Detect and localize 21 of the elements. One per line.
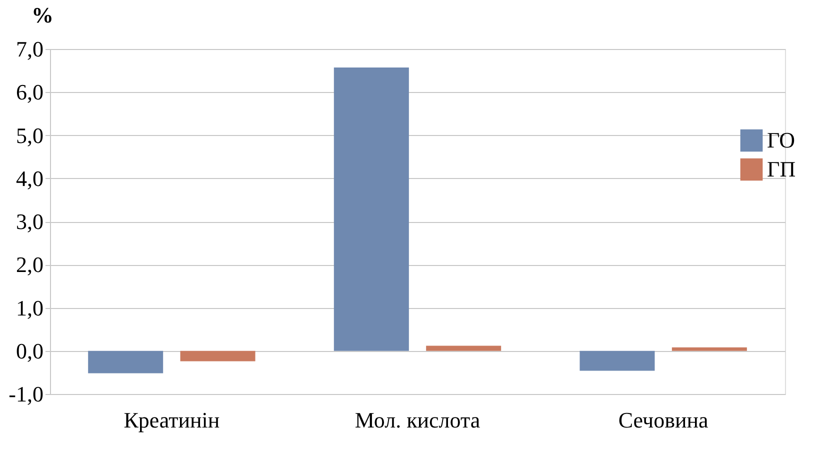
bar <box>580 350 655 371</box>
y-tick-label: 7,0 <box>16 36 44 62</box>
y-tick-label: 5,0 <box>16 122 44 148</box>
bar <box>180 350 256 362</box>
y-tick-label: 4,0 <box>16 166 44 191</box>
bar <box>426 346 502 351</box>
bar <box>334 68 409 351</box>
y-axis-title: % <box>32 2 54 28</box>
y-tick-label: -1,0 <box>8 382 44 406</box>
bar <box>88 350 164 374</box>
y-tick-label: 3,0 <box>16 209 44 234</box>
y-tick-label: 6,0 <box>16 80 44 105</box>
legend-label: ГП <box>767 156 796 182</box>
bar <box>672 347 747 351</box>
y-tick-label: 2,0 <box>16 252 44 278</box>
x-tick-label: Креатинін <box>124 408 220 432</box>
x-tick-label: Сечовина <box>618 408 709 432</box>
legend-label: ГО <box>767 128 796 152</box>
x-tick-label: Мол. кислота <box>354 408 480 432</box>
y-tick-label: 1,0 <box>16 295 44 320</box>
y-tick-label: 0,0 <box>16 338 44 364</box>
